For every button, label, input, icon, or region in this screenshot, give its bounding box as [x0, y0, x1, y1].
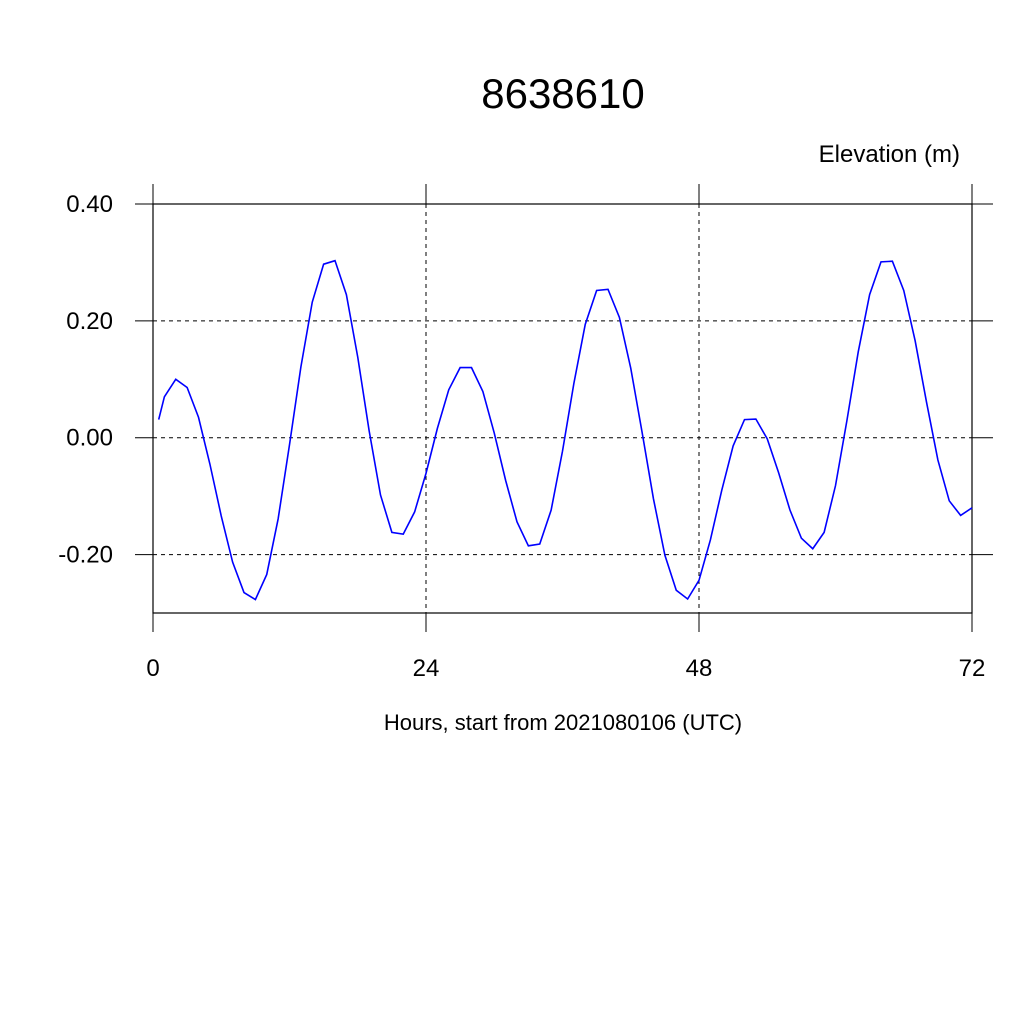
- x-axis-label: Hours, start from 2021080106 (UTC): [384, 710, 742, 735]
- x-tick-label: 48: [686, 655, 713, 682]
- x-tick-label: 24: [413, 655, 440, 682]
- line-series: [157, 259, 973, 601]
- y-tick-label: 0.00: [66, 425, 113, 452]
- y-tick-label: 0.40: [66, 191, 113, 218]
- x-tick-label: 0: [146, 655, 159, 682]
- y-tick-label: -0.20: [58, 542, 113, 569]
- y-axis-label: Elevation (m): [819, 141, 960, 168]
- x-tick-label: 72: [959, 655, 986, 682]
- chart-title: 8638610: [481, 70, 645, 117]
- y-tick-label: 0.20: [66, 308, 113, 335]
